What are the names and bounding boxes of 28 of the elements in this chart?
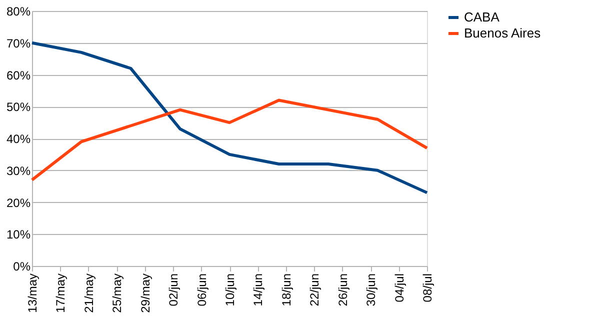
x-tick-label: 06/jun (194, 274, 209, 306)
y-tick-label: 60% (6, 68, 31, 82)
line-series (30, 98, 428, 182)
x-tick-label: 17/may (54, 274, 68, 313)
y-tick-label: 70% (6, 36, 31, 50)
y-tick-label: 50% (6, 100, 31, 114)
y-tick-label: 80% (6, 4, 31, 18)
x-tick-label: 08/jul (420, 274, 434, 302)
x-tick-label: 14/jun (251, 274, 266, 306)
x-tick-label: 13/may (26, 274, 40, 313)
legend-label: Buenos Aires (464, 26, 542, 40)
y-tick-label: 20% (6, 196, 31, 210)
x-tick-label: 22/jun (308, 274, 322, 306)
y-tick-label: 40% (6, 132, 31, 146)
x-tick-label: 02/jun (166, 274, 181, 306)
x-tick-label: 26/jun (336, 274, 350, 306)
line-series (30, 41, 428, 194)
x-tick-label: 21/may (82, 274, 96, 313)
y-tick-label: 10% (6, 228, 31, 242)
x-tick-label: 04/jul (392, 274, 406, 302)
x-tick-label: 30/jun (364, 274, 378, 306)
y-tick-label: 30% (6, 164, 31, 178)
x-tick-label: 25/may (110, 274, 124, 313)
y-tick-label: 0% (13, 260, 31, 274)
x-tick-label: 29/may (138, 274, 152, 313)
x-tick-label: 18/jun (279, 274, 294, 306)
legend-label: CABA (464, 10, 500, 24)
x-tick-label: 10/jun (223, 274, 237, 306)
